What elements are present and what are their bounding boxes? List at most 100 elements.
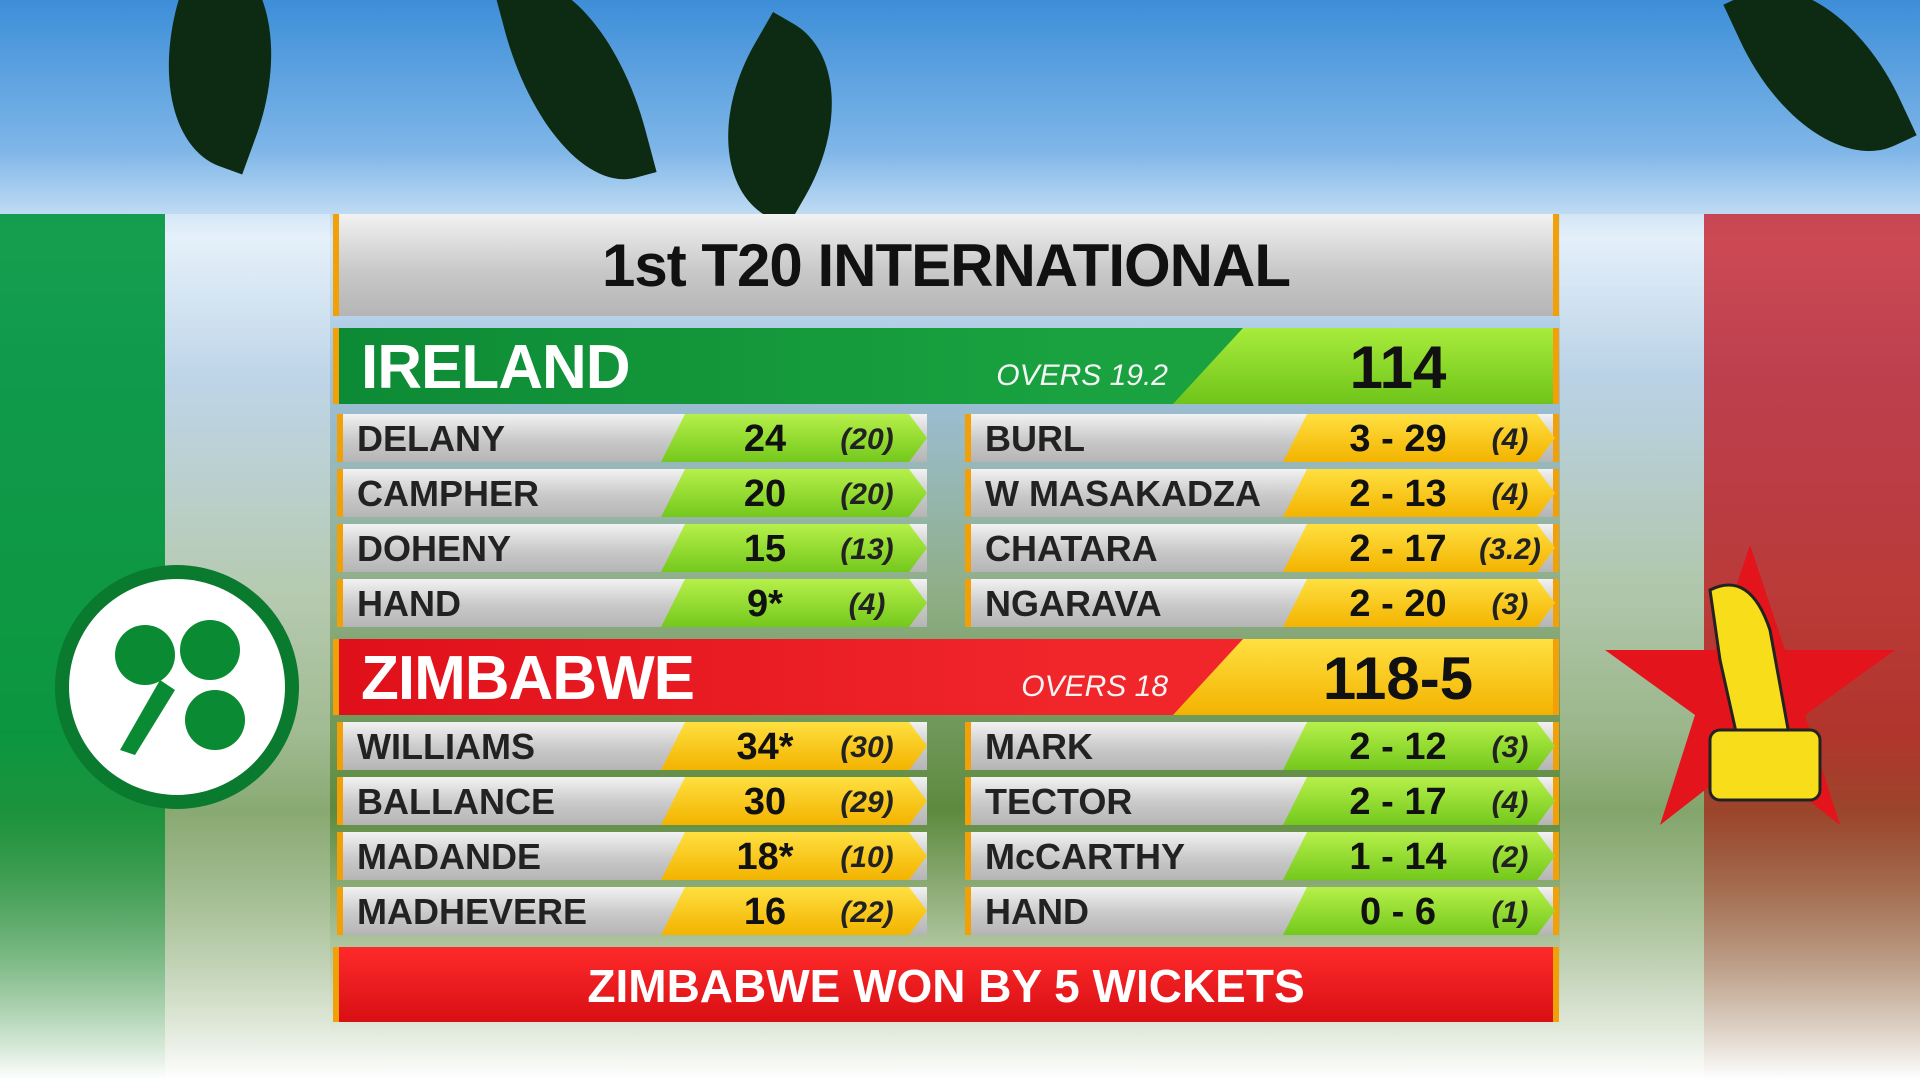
balls: (22) [840,896,894,929]
bowler-overs: (3) [1491,588,1529,621]
balls: (29) [840,786,894,819]
runs-box: 20 (20) [661,469,927,517]
balls: (10) [840,841,894,874]
bowler-name: MARK [985,726,1093,767]
runs: 30 [743,781,787,823]
figures: 1 - 14 [1349,836,1447,878]
bowler-overs: (3.2) [1479,533,1541,566]
batting-row: MADHEVERE 16 (22) [337,887,927,935]
figures: 2 - 17 [1349,528,1447,570]
figures-box: 0 - 6 (1) [1283,887,1555,935]
bowling-row: MARK 2 - 12 (3) [965,722,1559,770]
batting-row: DOHENY 15 (13) [337,524,927,572]
runs: 18* [736,836,794,878]
bowling-row: CHATARA 2 - 17 (3.2) [965,524,1559,572]
figures: 2 - 12 [1349,726,1447,768]
figures: 0 - 6 [1359,891,1437,933]
score: 114 [1349,334,1447,401]
batter-name: MADANDE [357,836,541,877]
balls: (30) [840,731,894,764]
bowler-name: HAND [985,891,1089,932]
bowler-name: BURL [985,418,1085,459]
leaf [493,0,657,201]
bowler-overs: (3) [1491,731,1529,764]
team-header: IRELAND OVERS 19.2 114 [333,328,1559,404]
batter-name: DELANY [357,418,506,459]
bowling-row: NGARAVA 2 - 20 (3) [965,579,1559,627]
leaf [129,0,311,175]
bowler-overs: (4) [1491,478,1529,511]
runs-box: 30 (29) [661,777,927,825]
batting-row: CAMPHER 20 (20) [337,469,927,517]
runs-box: 18* (10) [661,832,927,880]
runs: 20 [743,473,787,515]
runs: 15 [743,528,787,570]
figures-box: 2 - 13 (4) [1283,469,1555,517]
runs-box: 34* (30) [661,722,927,770]
batter-name: WILLIAMS [357,726,535,767]
figures-box: 3 - 29 (4) [1283,414,1555,462]
figures-box: 2 - 17 (3.2) [1283,524,1555,572]
figures: 2 - 20 [1349,583,1447,625]
score-box: 118-5 [1173,639,1553,715]
figures-box: 2 - 12 (3) [1283,722,1555,770]
batting-row: BALLANCE 30 (29) [337,777,927,825]
bowler-name: McCARTHY [985,836,1186,877]
bowler-name: NGARAVA [985,583,1162,624]
figures-box: 1 - 14 (2) [1283,832,1555,880]
figures: 2 - 13 [1349,473,1447,515]
figures-box: 2 - 17 (4) [1283,777,1555,825]
balls: (13) [840,533,894,566]
bowling-row: McCARTHY 1 - 14 (2) [965,832,1559,880]
batter-name: HAND [357,583,461,624]
batter-name: DOHENY [357,528,512,569]
shamrock [115,620,245,755]
score-box: 114 [1173,328,1553,404]
batter-name: CAMPHER [357,473,540,514]
bowler-name: CHATARA [985,528,1158,569]
bowler-name: TECTOR [985,781,1133,822]
runs-box: 9* (4) [661,579,927,627]
runs: 24 [743,418,787,460]
runs: 16 [743,891,787,933]
bowler-overs: (4) [1491,423,1529,456]
bowling-row: TECTOR 2 - 17 (4) [965,777,1559,825]
runs-box: 16 (22) [661,887,927,935]
team-header: ZIMBABWE OVERS 18 118-5 [333,639,1559,715]
batting-row: MADANDE 18* (10) [337,832,927,880]
overs: OVERS 19.2 [996,359,1168,392]
batting-row: HAND 9* (4) [337,579,927,627]
figures-box: 2 - 20 (3) [1283,579,1555,627]
runs-box: 15 (13) [661,524,927,572]
score: 118-5 [1322,645,1474,712]
balls: (20) [840,478,894,511]
bowler-overs: (1) [1491,896,1529,929]
pedestal [1708,728,1822,802]
team-name: ZIMBABWE [361,644,695,713]
bowler-overs: (4) [1491,786,1529,819]
title: 1st T20 INTERNATIONAL [333,214,1559,316]
result: ZIMBABWE WON BY 5 WICKETS [333,947,1559,1022]
batter-name: MADHEVERE [357,891,588,932]
bowler-overs: (2) [1491,841,1529,874]
bowling-row: HAND 0 - 6 (1) [965,887,1559,935]
figures: 2 - 17 [1349,781,1447,823]
runs: 9* [747,583,783,625]
leaf [1723,0,1917,186]
bowling-row: W MASAKADZA 2 - 13 (4) [965,469,1559,517]
logo-ball [69,579,285,795]
balls: (20) [840,423,894,456]
batting-row: WILLIAMS 34* (30) [337,722,927,770]
balls: (4) [848,588,886,621]
overs: OVERS 18 [1021,670,1168,703]
runs-box: 24 (20) [661,414,927,462]
zimbabwe-logo [1605,545,1895,825]
leaf [683,12,877,228]
batter-name: BALLANCE [357,781,555,822]
ireland-logo [55,565,299,809]
bowler-name: W MASAKADZA [985,473,1261,514]
figures: 3 - 29 [1349,418,1447,460]
batting-row: DELANY 24 (20) [337,414,927,462]
team-name: IRELAND [361,333,631,402]
